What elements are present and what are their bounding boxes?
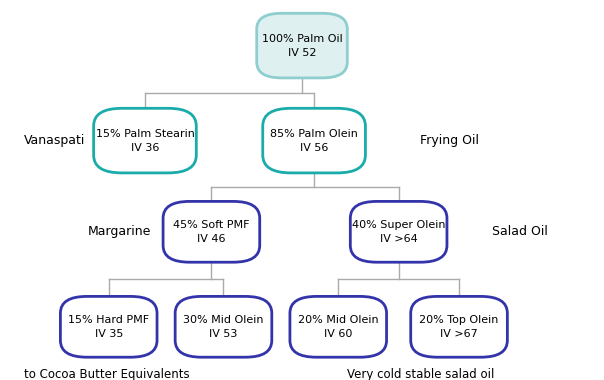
FancyBboxPatch shape xyxy=(411,296,507,357)
Text: 100% Palm Oil
IV 52: 100% Palm Oil IV 52 xyxy=(262,33,342,58)
FancyBboxPatch shape xyxy=(60,296,157,357)
FancyBboxPatch shape xyxy=(257,13,347,78)
Text: 15% Hard PMF
IV 35: 15% Hard PMF IV 35 xyxy=(68,315,149,339)
Text: 85% Palm Olein
IV 56: 85% Palm Olein IV 56 xyxy=(270,128,358,153)
FancyBboxPatch shape xyxy=(263,108,365,173)
FancyBboxPatch shape xyxy=(94,108,196,173)
Text: Margarine: Margarine xyxy=(88,225,151,238)
Text: 20% Mid Olein
IV 60: 20% Mid Olein IV 60 xyxy=(298,315,379,339)
FancyBboxPatch shape xyxy=(175,296,272,357)
Text: 30% Mid Olein
IV 53: 30% Mid Olein IV 53 xyxy=(183,315,264,339)
Text: Vanaspati: Vanaspati xyxy=(24,134,86,147)
Text: 45% Soft PMF
IV 46: 45% Soft PMF IV 46 xyxy=(173,220,249,244)
FancyBboxPatch shape xyxy=(290,296,387,357)
Text: Salad Oil: Salad Oil xyxy=(492,225,548,238)
FancyBboxPatch shape xyxy=(350,201,447,262)
Text: to Cocoa Butter Equivalents: to Cocoa Butter Equivalents xyxy=(24,368,190,380)
Text: 15% Palm Stearin
IV 36: 15% Palm Stearin IV 36 xyxy=(95,128,194,153)
FancyBboxPatch shape xyxy=(163,201,260,262)
Text: Very cold stable salad oil: Very cold stable salad oil xyxy=(347,368,495,380)
Text: Frying Oil: Frying Oil xyxy=(420,134,479,147)
Text: 40% Super Olein
IV >64: 40% Super Olein IV >64 xyxy=(352,220,445,244)
Text: 20% Top Olein
IV >67: 20% Top Olein IV >67 xyxy=(419,315,499,339)
